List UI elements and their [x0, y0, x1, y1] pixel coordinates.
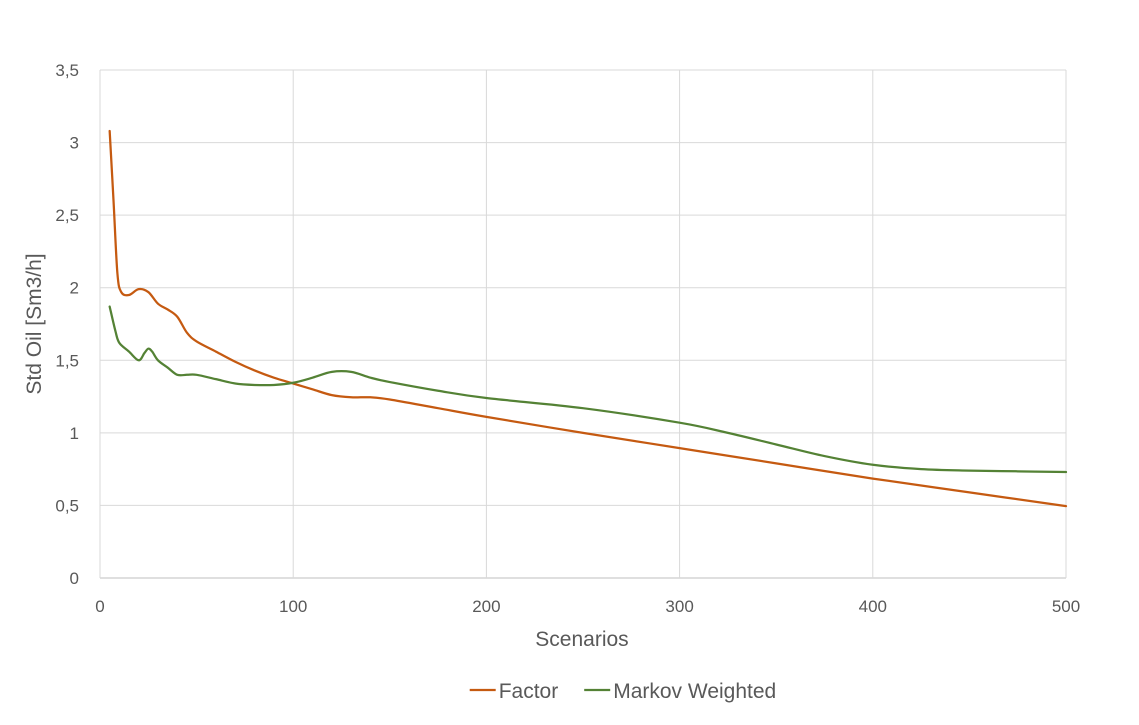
x-tick-label: 500 — [1052, 597, 1080, 616]
x-tick-label: 100 — [279, 597, 307, 616]
x-axis-title: Scenarios — [535, 628, 628, 651]
y-tick-label: 0,5 — [55, 496, 79, 515]
grid-layer — [99, 69, 1067, 579]
x-tick-label: 0 — [95, 597, 104, 616]
legend-label: Markov Weighted — [613, 680, 776, 703]
y-axis-title: Std Oil [Sm3/h] — [23, 253, 46, 394]
x-tick-label: 300 — [665, 597, 693, 616]
y-tick-label: 3,5 — [55, 61, 79, 80]
x-tick-label: 200 — [472, 597, 500, 616]
series-line-markov-weighted — [108, 305, 1068, 474]
legend-item-markov-weighted: Markov Weighted — [584, 680, 776, 703]
x-axis-ticks: 0 100 200 300 400 500 — [95, 597, 1080, 616]
legend-item-factor: Factor — [469, 680, 559, 703]
y-tick-label: 2,5 — [55, 206, 79, 225]
series-layer — [108, 129, 1068, 508]
y-axis-ticks: 0 0,5 1 1,5 2 2,5 3 3,5 — [55, 61, 79, 588]
y-tick-label: 1 — [70, 424, 79, 443]
y-tick-label: 1,5 — [55, 351, 79, 370]
x-tick-label: 400 — [859, 597, 887, 616]
y-tick-label: 3 — [70, 134, 79, 153]
y-tick-label: 0 — [70, 569, 79, 588]
legend-label: Factor — [499, 680, 559, 703]
series-line-factor — [108, 129, 1068, 508]
y-tick-label: 2 — [70, 279, 79, 298]
legend: Factor Markov Weighted — [469, 680, 776, 703]
